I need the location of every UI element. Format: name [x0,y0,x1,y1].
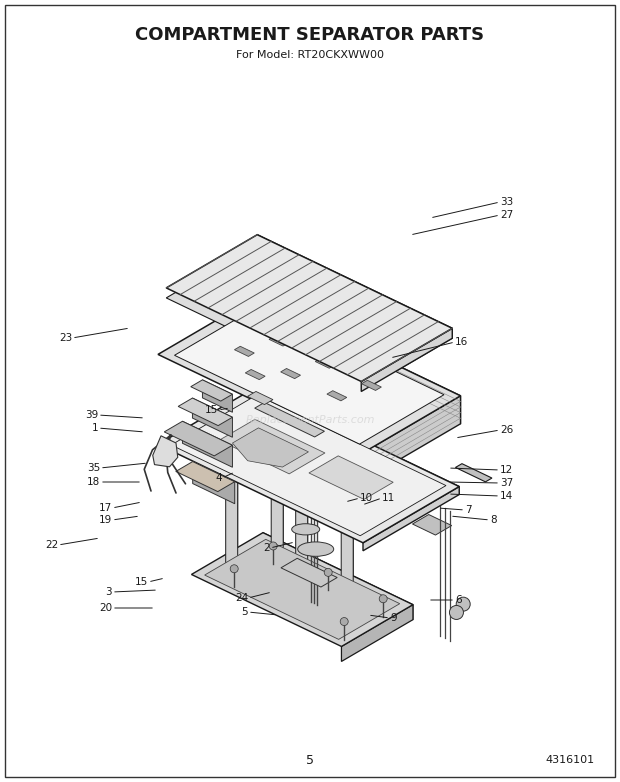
Text: 26: 26 [500,425,513,435]
Polygon shape [327,391,347,401]
Text: 39: 39 [85,410,98,420]
Text: 22: 22 [45,540,58,550]
Polygon shape [153,436,178,467]
Ellipse shape [298,542,334,556]
Text: 2: 2 [264,543,270,553]
Text: 4: 4 [215,473,222,483]
Polygon shape [191,380,232,401]
Text: 17: 17 [99,503,112,513]
Polygon shape [182,421,232,468]
Text: 8: 8 [490,515,497,525]
Polygon shape [192,533,413,647]
Polygon shape [171,395,446,536]
Circle shape [269,542,277,550]
Text: 23: 23 [59,333,72,343]
Polygon shape [176,461,235,492]
Polygon shape [255,297,461,424]
Polygon shape [234,346,254,357]
Text: 20: 20 [99,603,112,613]
Polygon shape [309,456,393,500]
Polygon shape [300,484,308,619]
Polygon shape [232,428,309,467]
Polygon shape [271,418,283,554]
Polygon shape [341,452,353,587]
Text: 37: 37 [500,478,513,488]
Polygon shape [263,533,413,619]
Ellipse shape [291,524,320,535]
Text: 15: 15 [135,577,148,587]
Polygon shape [363,396,461,481]
Polygon shape [345,457,353,592]
Polygon shape [193,461,235,504]
Polygon shape [203,380,232,412]
Polygon shape [412,515,452,535]
Text: 27: 27 [500,210,513,220]
Polygon shape [166,235,452,382]
Text: 12: 12 [500,465,513,475]
Polygon shape [269,336,289,346]
Polygon shape [296,479,308,614]
Text: 24: 24 [235,593,248,603]
Polygon shape [219,419,325,474]
Polygon shape [342,604,413,662]
Text: 33: 33 [500,197,513,207]
Text: For Model: RT20CKXWW00: For Model: RT20CKXWW00 [236,50,384,60]
Polygon shape [174,306,444,444]
Text: 10: 10 [360,493,373,503]
Polygon shape [226,445,237,580]
Polygon shape [257,235,452,339]
Text: ReplacementParts.com: ReplacementParts.com [246,415,374,425]
Text: 5: 5 [241,607,248,617]
Polygon shape [281,368,301,378]
Polygon shape [230,450,237,585]
Text: 6: 6 [455,595,462,605]
Polygon shape [361,328,452,392]
Polygon shape [363,486,459,551]
Circle shape [456,597,470,612]
Polygon shape [281,558,337,587]
Polygon shape [456,464,492,482]
Polygon shape [255,403,324,437]
Text: 5: 5 [306,754,314,766]
Polygon shape [230,272,305,308]
Circle shape [340,618,348,626]
Polygon shape [158,297,461,453]
Polygon shape [254,388,459,494]
Circle shape [450,605,463,619]
Text: 35: 35 [87,463,100,473]
Polygon shape [158,388,459,543]
Polygon shape [205,540,400,640]
Polygon shape [166,245,452,392]
Text: 14: 14 [500,491,513,501]
Text: 19: 19 [99,515,112,525]
Polygon shape [275,424,283,558]
Text: 1: 1 [91,423,98,433]
Polygon shape [361,380,381,390]
Polygon shape [164,421,232,456]
Text: 7: 7 [465,505,472,515]
Polygon shape [192,398,232,437]
Circle shape [230,565,238,572]
Text: 9: 9 [390,613,397,623]
Text: 16: 16 [455,337,468,347]
Circle shape [379,595,388,603]
Text: COMPARTMENT SEPARATOR PARTS: COMPARTMENT SEPARATOR PARTS [135,26,485,44]
Text: 18: 18 [87,477,100,487]
Text: 15: 15 [205,405,218,415]
Polygon shape [246,369,265,379]
Circle shape [324,569,332,576]
Polygon shape [247,392,273,404]
Text: 3: 3 [105,587,112,597]
Text: 4316101: 4316101 [546,755,595,765]
Text: 11: 11 [382,493,396,503]
Polygon shape [316,358,335,368]
Polygon shape [178,398,232,425]
